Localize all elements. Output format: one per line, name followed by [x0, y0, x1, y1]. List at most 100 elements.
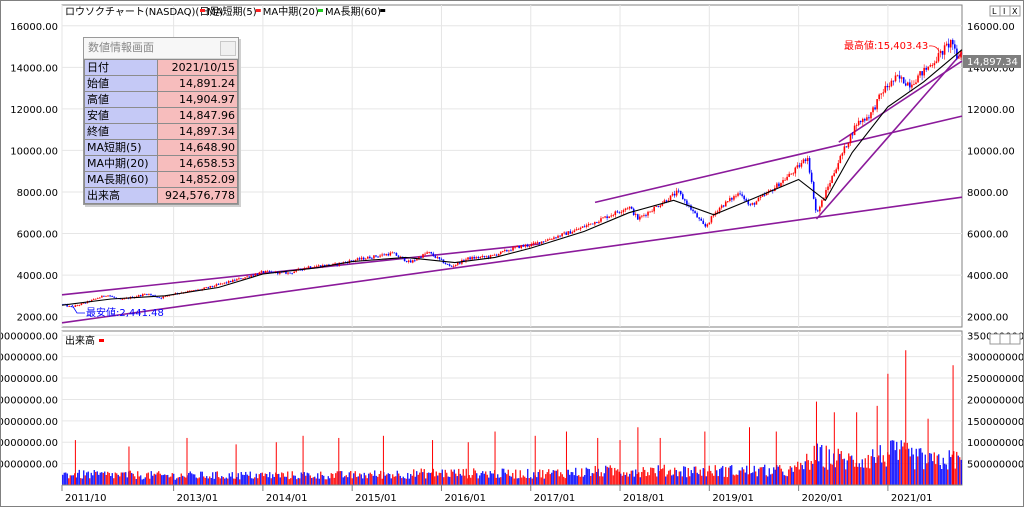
volume-bar — [866, 467, 868, 485]
candle-body — [495, 254, 498, 256]
candle-body — [835, 169, 838, 174]
volume-bar — [569, 474, 571, 485]
volume-bar — [758, 468, 760, 485]
volume-bar — [935, 464, 937, 485]
volume-bar — [470, 477, 472, 485]
volume-bar — [489, 471, 491, 485]
volume-bar — [759, 467, 761, 485]
candle-body — [833, 173, 835, 177]
volume-bar — [506, 474, 508, 485]
info-panel[interactable]: 数値情報画面 日付 2021/10/15 始値 14,891.24 高値 14,904.9… — [83, 37, 239, 205]
pane-button-x[interactable] — [1009, 5, 1021, 17]
candle-body — [585, 225, 588, 227]
volume-bar — [816, 443, 818, 485]
candle-body — [894, 75, 897, 82]
info-row: MA短期(5) 14,648.90 — [84, 139, 238, 156]
candle-body — [191, 290, 193, 292]
volume-bar — [651, 467, 653, 485]
candle-body — [399, 256, 402, 258]
volume-bar — [132, 473, 134, 485]
volume-bar — [243, 474, 245, 485]
volume-bar — [521, 477, 523, 485]
candlesticks — [62, 38, 962, 308]
info-row-value: 14,897.34 — [157, 123, 238, 140]
candle-body — [383, 254, 385, 256]
volume-bar — [203, 476, 205, 485]
x-tick-label: 2015/01 — [355, 493, 397, 504]
volume-bar — [656, 476, 658, 485]
volume-button-l[interactable] — [989, 333, 1001, 345]
volume-spike — [637, 427, 639, 485]
volume-bar — [899, 449, 901, 485]
candle-body — [735, 195, 737, 197]
candle-body — [526, 245, 529, 247]
volume-button-x[interactable] — [1009, 333, 1021, 345]
volume-bar — [836, 460, 838, 485]
volume-bar — [542, 470, 544, 485]
candle-body — [358, 258, 361, 260]
volume-bar — [717, 476, 719, 485]
volume-bar — [756, 476, 758, 485]
volume-bar — [164, 474, 166, 485]
candle-body — [285, 271, 287, 274]
candle-body — [694, 211, 696, 214]
volume-bar — [500, 477, 502, 485]
volume-bar — [273, 476, 275, 485]
volume-bar — [624, 474, 626, 485]
volume-bar — [675, 470, 677, 485]
candle-body — [628, 206, 631, 209]
volume-bar — [723, 476, 725, 485]
volume-bar — [770, 474, 772, 485]
candle-body — [369, 256, 371, 259]
volume-bar — [920, 448, 922, 485]
candle-body — [937, 53, 940, 62]
volume-bar — [641, 471, 643, 485]
candle-body — [589, 223, 592, 225]
candle-body — [289, 272, 291, 274]
low-label: 最安値:2,441.48 — [86, 306, 164, 319]
candle-body — [463, 260, 465, 262]
volume-bar — [567, 469, 569, 485]
volume-bar — [522, 475, 524, 485]
volume-bar — [270, 478, 272, 485]
volume-button-i[interactable] — [999, 333, 1011, 345]
candle-body — [745, 199, 748, 201]
candle-body — [790, 173, 793, 175]
volume-bar — [366, 478, 368, 485]
volume-bar — [362, 478, 364, 485]
volume-bar — [291, 471, 293, 485]
volume-bar — [692, 473, 694, 485]
volume-bars — [62, 350, 962, 485]
volume-bar — [930, 453, 932, 485]
price-tick-label: 10000.00 — [967, 146, 1015, 157]
volume-bar — [674, 467, 676, 485]
volume-bar — [804, 461, 806, 485]
volume-spike — [128, 446, 130, 485]
volume-bar — [645, 476, 647, 485]
volume-bar — [587, 468, 589, 485]
volume-tick-label: 0000000.00 — [1, 331, 58, 342]
candle-body — [919, 71, 921, 76]
close-icon[interactable] — [220, 41, 236, 56]
volume-bar — [422, 472, 424, 485]
candle-body — [225, 282, 228, 284]
volume-bar — [365, 475, 367, 485]
volume-bar — [740, 470, 742, 485]
candle-body — [581, 226, 584, 228]
volume-bar — [300, 472, 302, 485]
volume-spike — [952, 365, 954, 485]
volume-tick-label: 500000000 — [967, 460, 1023, 471]
candle-body — [362, 257, 365, 260]
volume-bar — [603, 473, 605, 485]
volume-bar — [447, 476, 449, 485]
volume-spike — [749, 427, 750, 485]
candle-body — [497, 253, 500, 256]
volume-bar — [348, 472, 350, 485]
candle-body — [724, 201, 727, 207]
candle-body — [636, 214, 639, 220]
candle-body — [231, 279, 234, 282]
volume-bar — [368, 473, 370, 485]
volume-bar — [948, 450, 950, 485]
candle-body — [135, 296, 138, 298]
chart-title: ロウソクチャート(NASDAQ)(日足) — [65, 6, 223, 18]
